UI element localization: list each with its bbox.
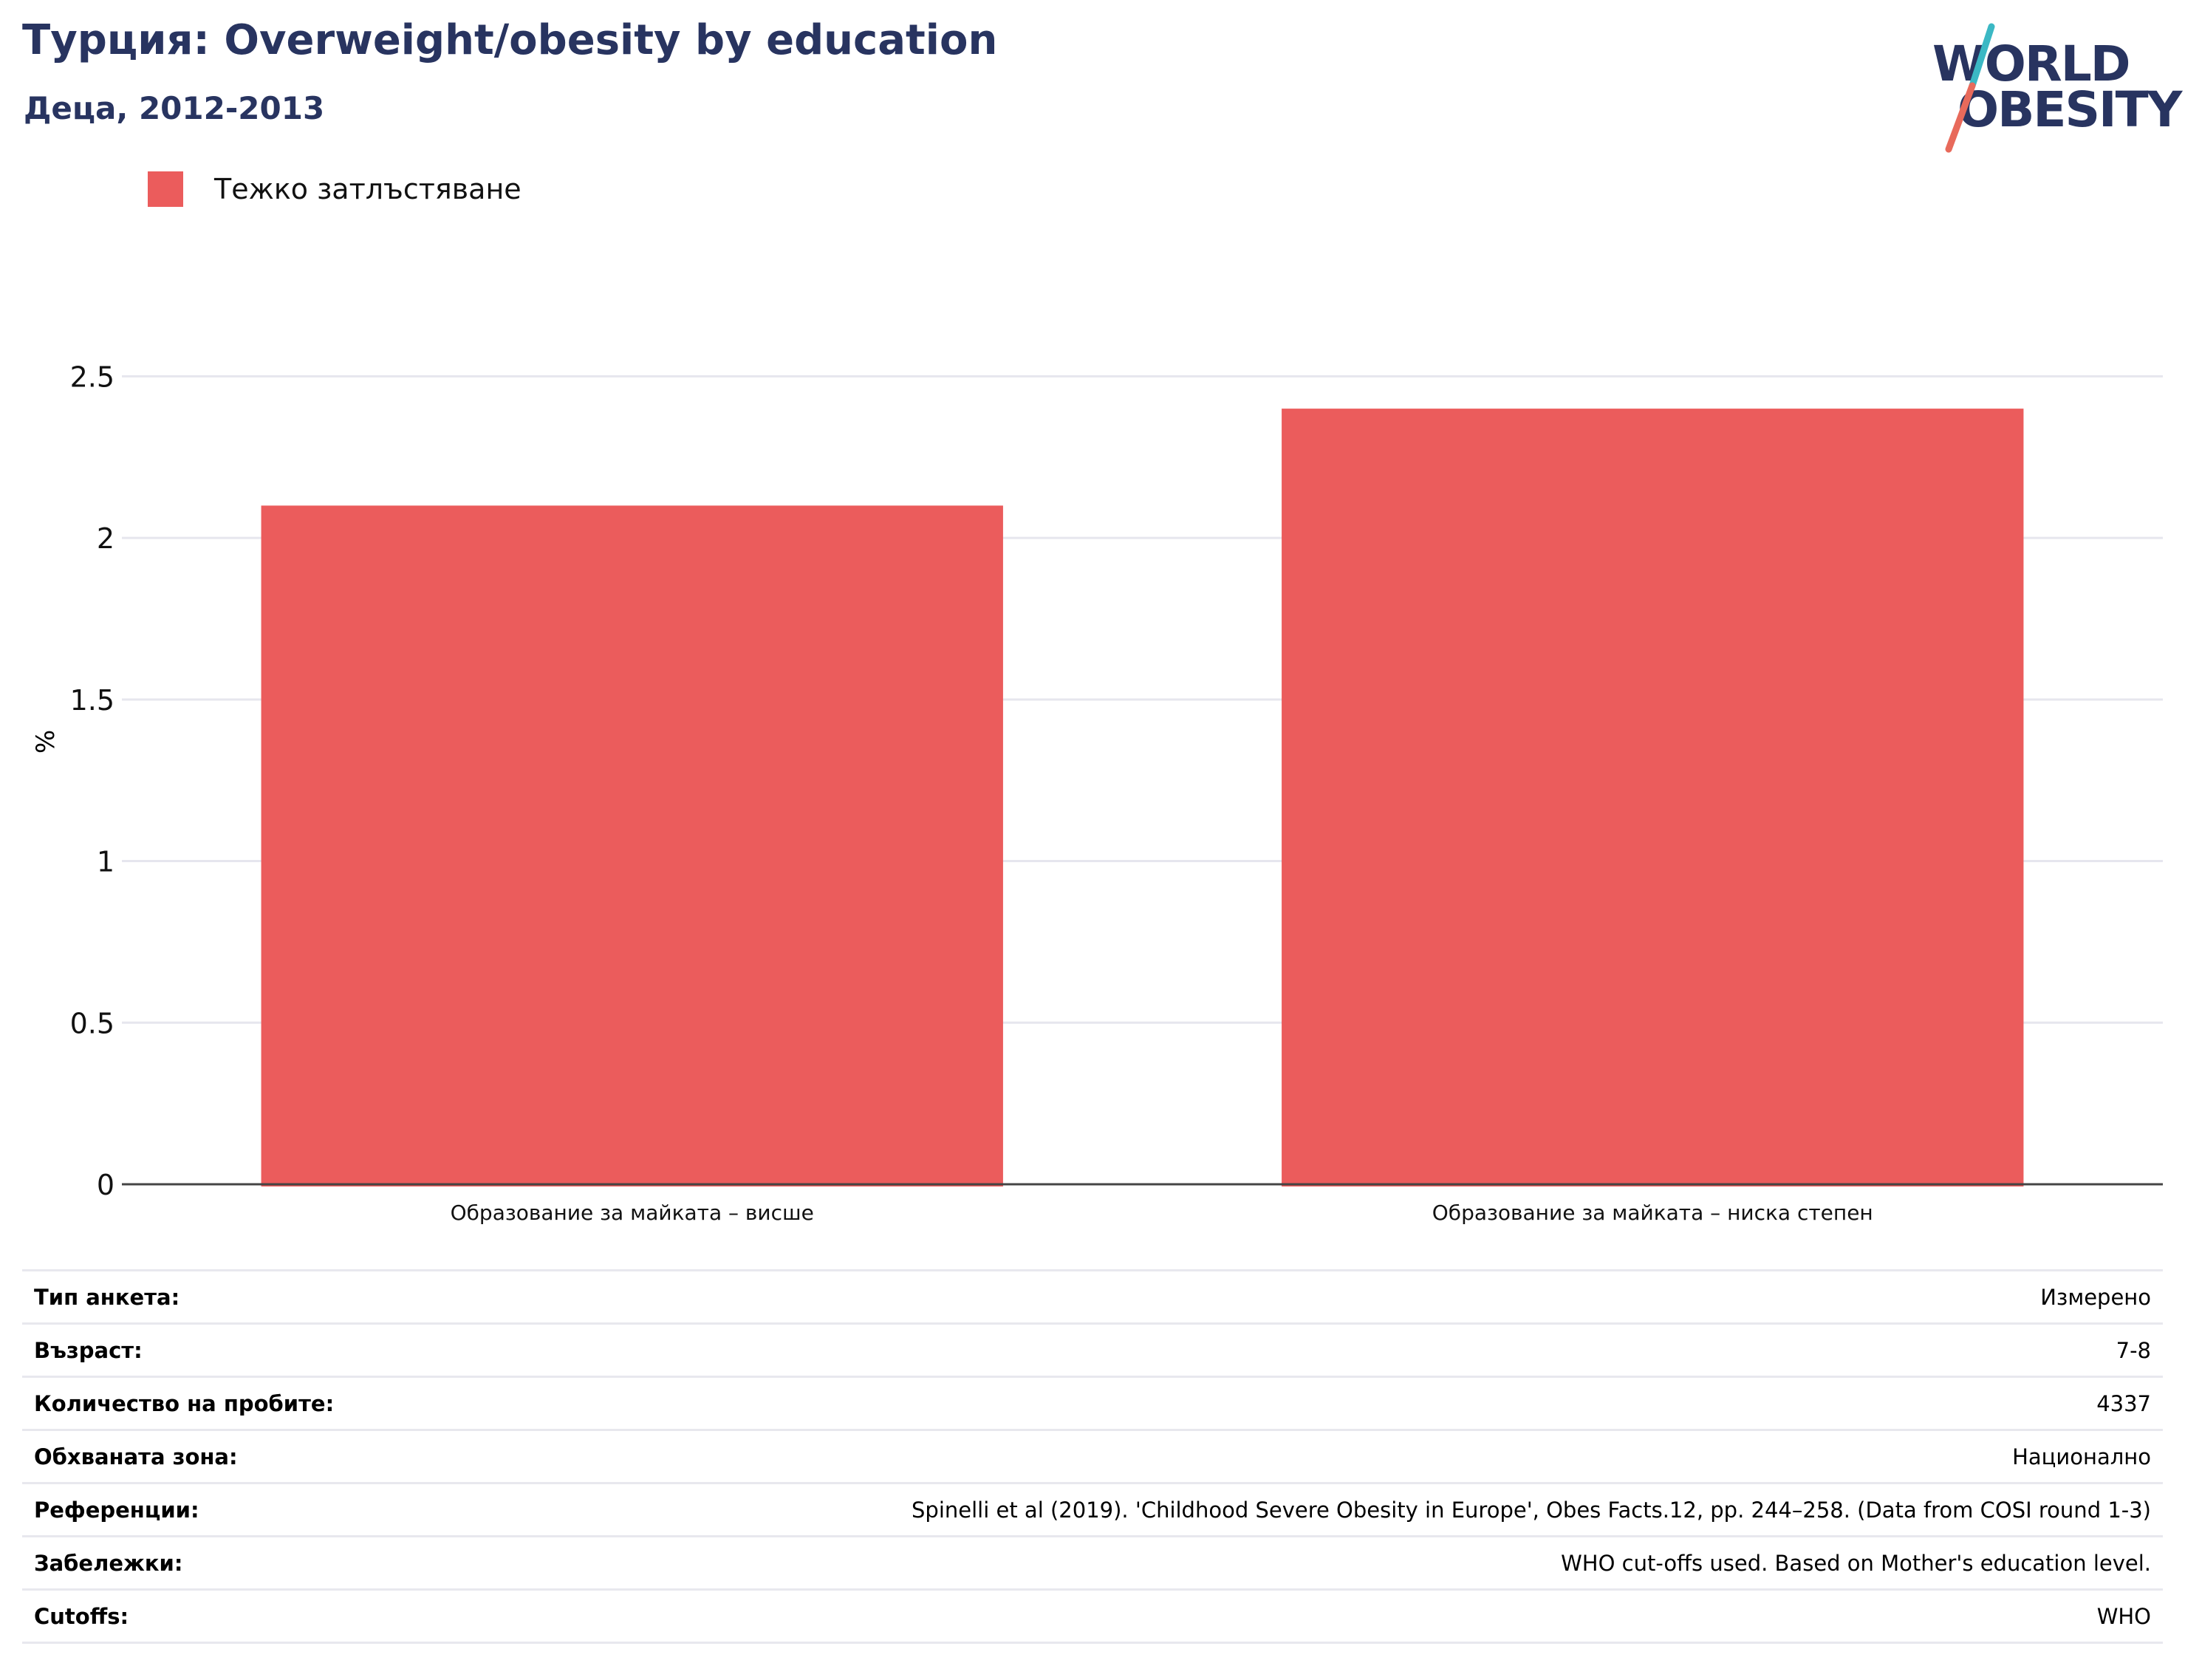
info-key: Възраст:: [34, 1337, 143, 1363]
page-title: Турция: Overweight/obesity by education: [22, 16, 998, 64]
info-value: Измерено: [2040, 1284, 2151, 1310]
bar-1: [261, 505, 1003, 1186]
world-obesity-logo: WORLD OBESITY: [1921, 21, 2182, 154]
y-axis-label: %: [31, 729, 61, 754]
y-tick-label: 1.5: [70, 684, 114, 717]
bar-2: [1282, 409, 2024, 1186]
info-row: Тип анкета: Измерено: [22, 1271, 2163, 1325]
info-key: Количество на пробите:: [34, 1390, 335, 1416]
info-row: Възраст: 7-8: [22, 1325, 2163, 1378]
legend-swatch: [148, 171, 183, 207]
y-tick-label: 0.5: [70, 1007, 114, 1039]
logo-slash-icon: [1945, 23, 1995, 153]
x-tick-label: Образование за майката – висше: [451, 1201, 814, 1225]
info-key: Забележки:: [34, 1550, 183, 1576]
info-value: 7-8: [2116, 1337, 2151, 1363]
info-key: Тип анкета:: [34, 1284, 180, 1310]
logo-word-obesity: OBESITY: [1957, 81, 2182, 138]
info-key: Обхваната зона:: [34, 1444, 238, 1469]
info-row: Референции: Spinelli et al (2019). 'Child…: [22, 1484, 2163, 1537]
info-value: Национално: [2012, 1444, 2151, 1469]
bar-chart: 0 0.5 1 1.5 2 2.5 Образование за майката – вис…: [70, 361, 2163, 1225]
y-tick-label: 1: [97, 846, 114, 878]
info-key: Cutoffs:: [34, 1603, 129, 1629]
survey-info-table: Тип анкета: Измерено Възраст: 7-8 Количество…: [22, 1269, 2163, 1644]
info-key: Референции:: [34, 1497, 199, 1523]
info-value: 4337: [2096, 1390, 2151, 1416]
info-row: Количество на пробите: 4337: [22, 1378, 2163, 1431]
info-value: Spinelli et al (2019). 'Childhood Severe…: [912, 1497, 2151, 1523]
info-row: Забележки: WHO cut-offs used. Based on Mo…: [22, 1537, 2163, 1591]
logo-word-world: WORLD: [1932, 35, 2131, 92]
y-tick-label: 0: [97, 1169, 114, 1201]
y-tick-label: 2.5: [70, 361, 114, 393]
info-value: WHO: [2096, 1603, 2151, 1629]
info-row: Cutoffs: WHO: [22, 1591, 2163, 1644]
y-tick-label: 2: [97, 522, 114, 555]
page-subtitle: Деца, 2012-2013: [24, 90, 325, 126]
x-tick-label: Образование за майката – ниска степен: [1432, 1201, 1873, 1225]
legend-label: Тежко затлъстяване: [214, 173, 522, 205]
info-row: Обхваната зона: Национално: [22, 1431, 2163, 1484]
chart-legend: Тежко затлъстяване: [148, 171, 522, 207]
info-value: WHO cut-offs used. Based on Mother's edu…: [1561, 1550, 2151, 1576]
